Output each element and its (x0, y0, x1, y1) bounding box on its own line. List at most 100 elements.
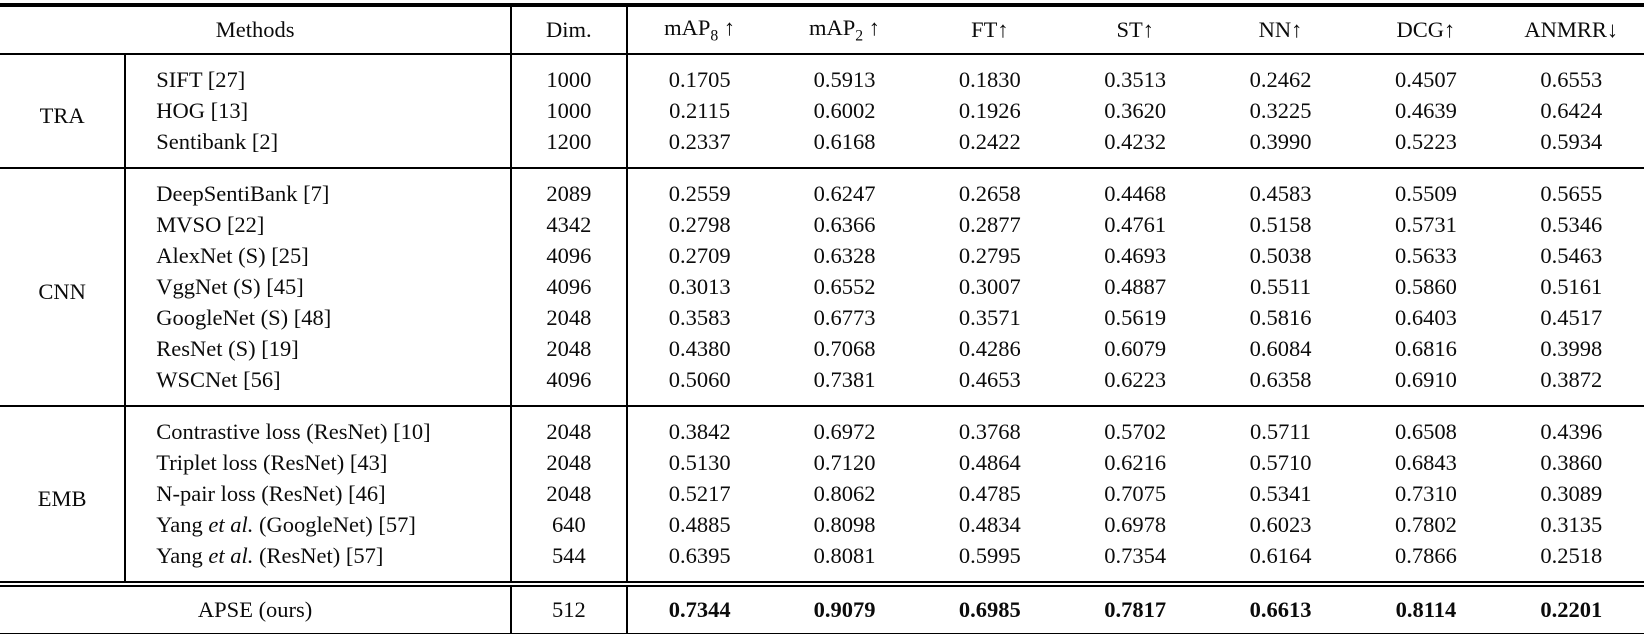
metric-cell: 0.6084 (1249, 335, 1312, 361)
metric-cell: 0.7802 (1394, 511, 1457, 537)
metric-cell: 0.9079 (813, 597, 876, 622)
metric-cell: 0.5633 (1394, 242, 1457, 268)
dim-cell: 2048 (510, 302, 628, 333)
method-cell: HOG [13] (124, 95, 512, 126)
metric-cell: 0.5158 (1249, 211, 1312, 237)
metric-cell: 0.6216 (1104, 449, 1167, 475)
col-header-anmrr: ANMRR↓ (1524, 17, 1619, 42)
metric-cell: 0.7310 (1394, 480, 1457, 506)
table-row: VggNet (S) [45] 4096 0.3013 0.6552 0.3007 0.4… (0, 271, 1644, 302)
metric-cell: 0.5655 (1540, 180, 1603, 206)
metric-cell: 0.4693 (1104, 242, 1167, 268)
metric-cell: 0.2798 (668, 211, 731, 237)
metric-cell: 0.6247 (813, 180, 876, 206)
metric-cell: 0.2795 (958, 242, 1021, 268)
table-row: HOG [13] 1000 0.2115 0.6002 0.1926 0.3620 0.32… (0, 95, 1644, 126)
dim-cell: 512 (510, 584, 628, 634)
metric-cell: 0.3007 (958, 273, 1021, 299)
table-row: AlexNet (S) [25] 4096 0.2709 0.6328 0.2795 0.… (0, 240, 1644, 271)
col-header-dcg: DCG↑ (1396, 17, 1456, 42)
table-row: N-pair loss (ResNet) [46] 2048 0.5217 0.806… (0, 478, 1644, 509)
results-table: Methods Dim. mAP8 ↑ mAP2 ↑ FT↑ ST↑ NN↑ D… (0, 3, 1644, 634)
dim-cell: 2048 (510, 333, 628, 364)
metric-cell: 0.2877 (958, 211, 1021, 237)
metric-cell: 0.5038 (1249, 242, 1312, 268)
dim-cell: 2048 (510, 406, 628, 447)
metric-cell: 0.3860 (1540, 449, 1603, 475)
metric-cell: 0.2462 (1249, 66, 1312, 92)
metric-cell: 0.6328 (813, 242, 876, 268)
metric-cell: 0.3089 (1540, 480, 1603, 506)
metric-cell: 0.2115 (669, 97, 731, 123)
metric-cell: 0.1830 (958, 66, 1021, 92)
metric-cell: 0.6403 (1394, 304, 1457, 330)
method-cell: Triplet loss (ResNet) [43] (124, 447, 512, 478)
header-row: Methods Dim. mAP8 ↑ mAP2 ↑ FT↑ ST↑ NN↑ D… (0, 5, 1644, 54)
dim-cell: 640 (510, 509, 628, 540)
metric-cell: 0.6168 (813, 128, 876, 154)
dim-cell: 4342 (510, 209, 628, 240)
metric-cell: 0.8098 (813, 511, 876, 537)
method-cell: Yang et al. (GoogleNet) [57] (124, 509, 512, 540)
map2-base: mAP (809, 14, 856, 40)
metric-cell: 0.7068 (813, 335, 876, 361)
method-cell: WSCNet [56] (124, 364, 512, 406)
method-cell: Sentibank [2] (124, 126, 512, 168)
metric-cell: 0.2422 (958, 128, 1021, 154)
metric-cell: 0.6023 (1249, 511, 1312, 537)
metric-cell: 0.3513 (1104, 66, 1167, 92)
col-header-methods: Methods (215, 17, 295, 42)
metric-cell: 0.6164 (1249, 542, 1312, 568)
metric-cell: 0.6508 (1394, 418, 1457, 444)
metric-cell: 0.4380 (668, 335, 731, 361)
group-cnn: CNN DeepSentiBank [7] 2089 0.2559 0.6247 0.26… (0, 168, 1644, 406)
dim-cell: 2089 (510, 168, 628, 209)
map8-subscript: 8 (710, 27, 719, 45)
table-row: EMB Contrastive loss (ResNet) [10] 2048 0.3… (0, 406, 1644, 584)
metric-cell: 0.6773 (813, 304, 876, 330)
method-cell: N-pair loss (ResNet) [46] (124, 478, 512, 509)
col-header-nn: NN↑ (1258, 17, 1303, 42)
map8-arrow: ↑ (718, 14, 736, 40)
metric-cell: 0.5816 (1249, 304, 1312, 330)
metric-cell: 0.8062 (813, 480, 876, 506)
map2-arrow: ↑ (863, 14, 881, 40)
metric-cell: 0.5860 (1394, 273, 1457, 299)
metric-cell: 0.6972 (813, 418, 876, 444)
metric-cell: 0.4507 (1394, 66, 1457, 92)
metric-cell: 0.3842 (668, 418, 731, 444)
dim-cell: 2048 (510, 447, 628, 478)
metric-cell: 0.5060 (668, 366, 731, 392)
metric-cell: 0.4232 (1104, 128, 1167, 154)
metric-cell: 0.3583 (668, 304, 731, 330)
metric-cell: 0.7381 (813, 366, 876, 392)
metric-cell: 0.5341 (1249, 480, 1312, 506)
metric-cell: 0.3768 (958, 418, 1021, 444)
table-row: GoogleNet (S) [48] 2048 0.3583 0.6773 0.3571… (0, 302, 1644, 333)
method-cell: Contrastive loss (ResNet) [10] (124, 406, 512, 447)
dim-cell: 544 (510, 540, 628, 584)
metric-cell: 0.4864 (958, 449, 1021, 475)
metric-cell: 0.6978 (1104, 511, 1167, 537)
metric-cell: 0.1705 (668, 66, 731, 92)
metric-cell: 0.5702 (1104, 418, 1167, 444)
metric-cell: 0.7354 (1104, 542, 1167, 568)
metric-cell: 0.6424 (1540, 97, 1603, 123)
metric-cell: 0.4885 (668, 511, 731, 537)
metric-cell: 0.4887 (1104, 273, 1167, 299)
metric-cell: 0.5913 (813, 66, 876, 92)
table-row: Triplet loss (ResNet) [43] 2048 0.5130 0.71… (0, 447, 1644, 478)
metric-cell: 0.5463 (1540, 242, 1603, 268)
metric-cell: 0.2559 (668, 180, 731, 206)
method-cell: AlexNet (S) [25] (124, 240, 512, 271)
metric-cell: 0.6079 (1104, 335, 1167, 361)
method-cell: Yang et al. (ResNet) [57] (124, 540, 512, 584)
dim-cell: 1000 (510, 95, 628, 126)
metric-cell: 0.7817 (1104, 597, 1167, 622)
metric-cell: 0.7866 (1394, 542, 1457, 568)
metric-cell: 0.5217 (668, 480, 731, 506)
dim-cell: 4096 (510, 364, 628, 406)
metric-cell: 0.3571 (958, 304, 1021, 330)
metric-cell: 0.4834 (958, 511, 1021, 537)
table-row: CNN DeepSentiBank [7] 2089 0.2559 0.6247 0.26… (0, 168, 1644, 406)
